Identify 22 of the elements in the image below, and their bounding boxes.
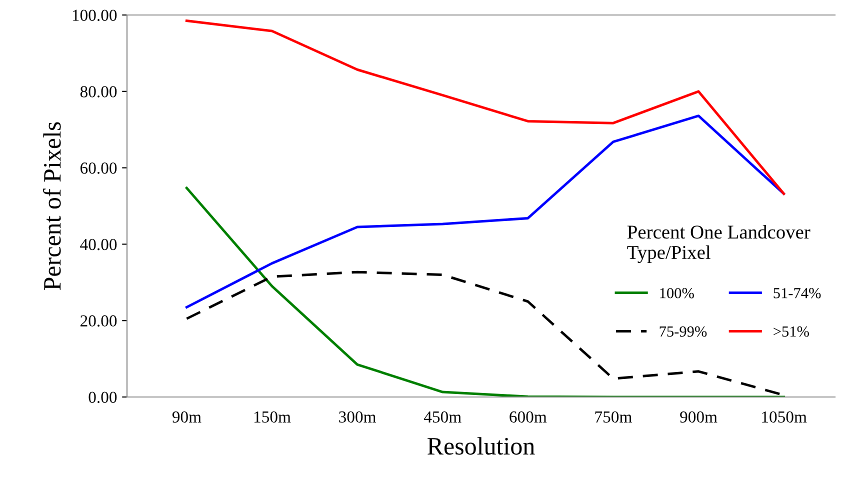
x-tick-label: 750m — [595, 411, 632, 423]
x-tick-label: 150m — [254, 411, 291, 423]
y-tick-label: 60.00 — [80, 162, 117, 174]
x-axis-title: Resolution — [428, 437, 535, 455]
legend-label: 75-99% — [660, 326, 707, 337]
y-tick-label: 40.00 — [80, 238, 117, 250]
y-axis-title: Percent of Pixels — [42, 122, 61, 290]
x-tick-label: 600m — [510, 411, 547, 423]
legend-label: 100% — [660, 288, 694, 298]
legend-label: 51-74% — [774, 288, 821, 298]
y-tick-label: 100.00 — [72, 10, 117, 22]
x-tick-label: 900m — [680, 411, 718, 423]
y-tick-label: 0.00 — [88, 392, 117, 404]
y-tick-label: 80.00 — [80, 86, 117, 98]
x-tick-label: 300m — [339, 411, 376, 423]
x-tick-label: 90m — [172, 411, 202, 423]
legend-label: >51% — [774, 326, 809, 337]
y-tick-label: 20.00 — [80, 315, 117, 327]
legend-title: Percent One Landcover Type/Pixel — [627, 224, 810, 264]
line-series — [185, 19, 786, 196]
x-tick-label: 450m — [424, 411, 462, 423]
x-tick-label: 1050m — [762, 411, 807, 423]
